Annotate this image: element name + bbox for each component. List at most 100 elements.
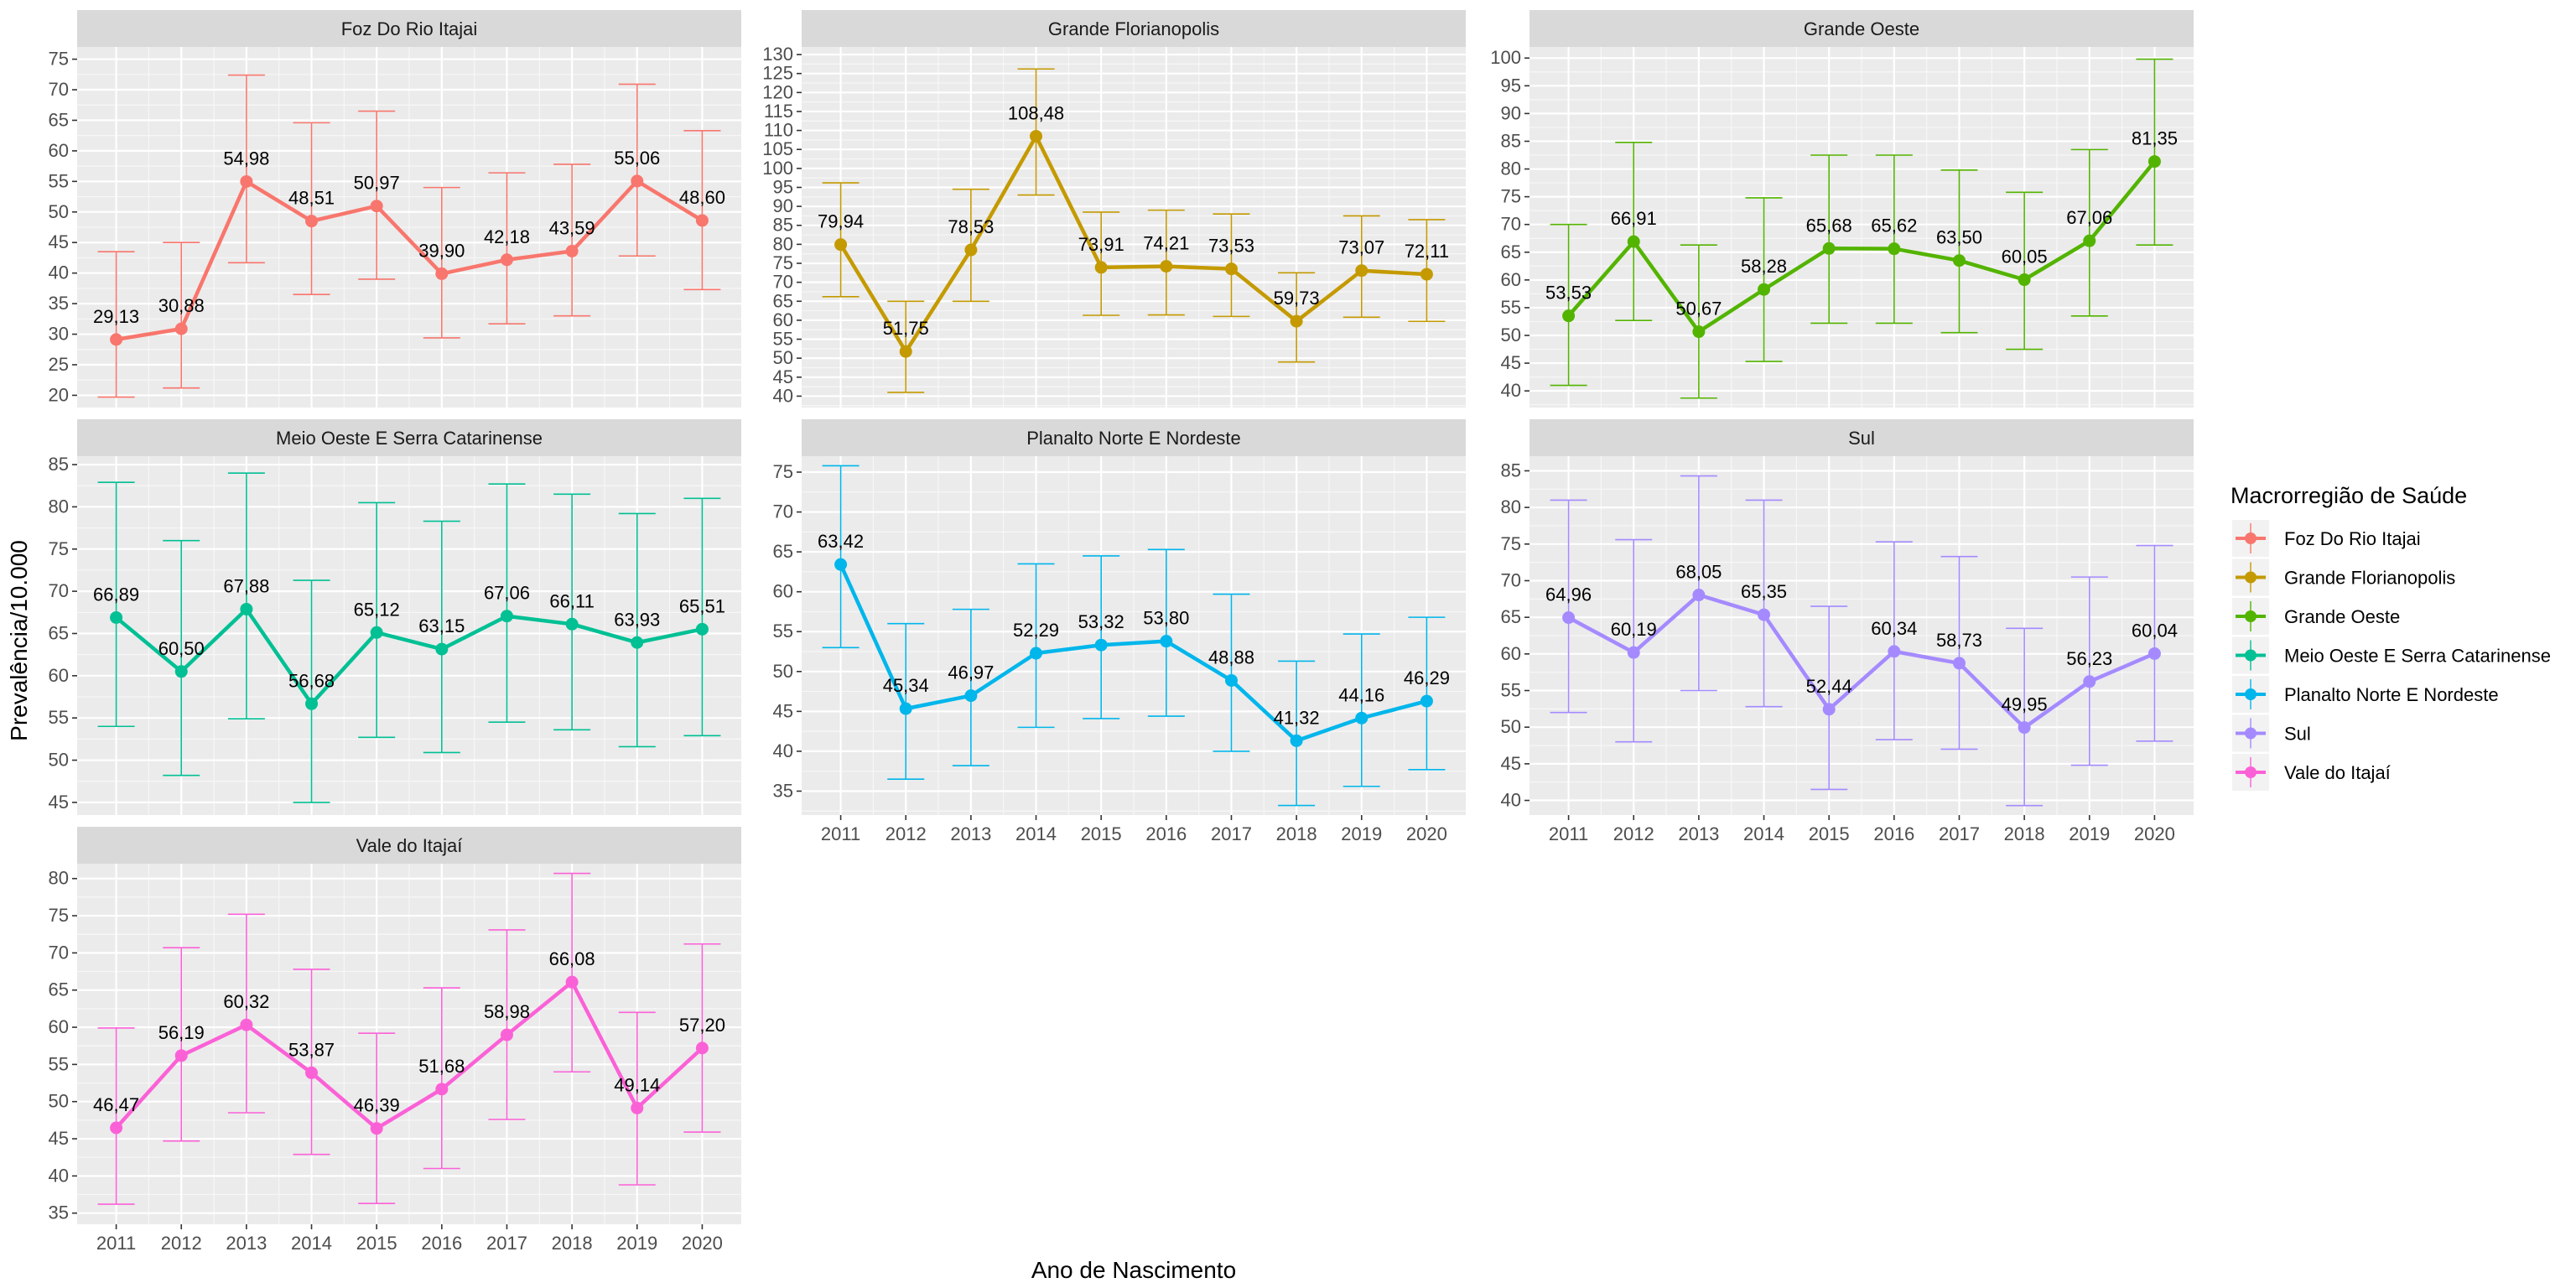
x-tick-label: 2017 [486, 1233, 527, 1254]
data-point [1290, 734, 1303, 747]
y-tick-label: 85 [1501, 130, 1521, 151]
data-point [1758, 283, 1771, 296]
facet-strip [77, 10, 741, 47]
data-label: 66,91 [1611, 208, 1657, 229]
series-line [839, 134, 1427, 354]
error-bar [1615, 538, 1653, 743]
data-label: 63,93 [614, 609, 660, 630]
series-line [114, 979, 704, 1130]
data-point [565, 617, 579, 631]
y-tick-label: 65 [1501, 606, 1521, 627]
data-label: 46,39 [354, 1095, 400, 1116]
error-bar [2136, 58, 2174, 246]
data-label: 53,87 [288, 1039, 335, 1060]
legend: Macrorregião de Saúde Foz Do Rio Itajai G… [2231, 483, 2551, 791]
series-line [116, 179, 704, 342]
error-bar [683, 497, 721, 737]
data-point [834, 238, 848, 252]
error-bar [488, 483, 526, 724]
x-tick-label: 2016 [421, 1233, 462, 1254]
data-label: 63,42 [818, 531, 864, 552]
data-label: 66,89 [93, 584, 139, 605]
y-tick-label: 50 [773, 661, 793, 682]
facet-strip-label: Foz Do Rio Itajai [341, 18, 478, 39]
y-tick-label: 65 [49, 979, 69, 1000]
data-label: 56,68 [288, 670, 335, 691]
legend-item-grande-oeste: Grande Oeste [2232, 598, 2400, 635]
y-tick-label: 110 [764, 120, 793, 141]
data-label: 45,34 [883, 675, 929, 696]
error-bar [1615, 141, 1653, 321]
y-tick-label: 100 [762, 158, 793, 179]
x-tick-label: 2015 [1081, 823, 1122, 844]
facet-strip [77, 827, 741, 864]
error-bar [1147, 548, 1185, 717]
y-tick-label: 40 [1501, 790, 1521, 811]
data-point [2148, 647, 2161, 660]
data-point [1094, 261, 1108, 274]
legend-key-point [2245, 610, 2257, 622]
data-label: 64,96 [1545, 584, 1592, 605]
data-label: 51,75 [883, 318, 929, 339]
data-point [1355, 711, 1368, 724]
y-tick-label: 70 [49, 79, 69, 100]
error-bar [227, 74, 265, 264]
y-tick-label: 50 [1501, 325, 1521, 345]
x-tick-label: 2020 [2134, 823, 2175, 844]
data-label: 67,06 [2066, 207, 2112, 228]
y-tick-label: 35 [49, 1202, 69, 1223]
data-point [1420, 694, 1433, 708]
x-tick-label: 2014 [1743, 823, 1784, 844]
facet-strip [77, 419, 741, 456]
y-tick-label: 80 [1501, 158, 1521, 179]
y-tick-label: 65 [49, 109, 69, 130]
data-point [1290, 314, 1303, 328]
facet-strip [1530, 10, 2194, 47]
y-tick-label: 95 [773, 176, 793, 197]
data-point [2083, 675, 2096, 688]
error-bar [822, 465, 860, 649]
data-label: 49,14 [614, 1074, 660, 1095]
x-tick-label: 2011 [1549, 823, 1588, 844]
data-point [174, 665, 188, 678]
data-point [305, 697, 319, 710]
error-bar [887, 622, 925, 781]
y-tick-label: 80 [773, 233, 793, 254]
y-tick-label: 70 [1501, 569, 1521, 590]
data-label: 73,07 [1338, 237, 1384, 258]
y-tick-label: 80 [1501, 496, 1521, 517]
panel-grande-florianopolis: Grande Florianopolis 40455055606570758085… [762, 10, 1466, 408]
y-tick-label: 20 [49, 384, 69, 405]
error-bar [1940, 169, 1978, 334]
y-tick-label: 100 [1490, 47, 1521, 68]
facet-strip [1530, 419, 2194, 456]
data-point [500, 610, 513, 623]
data-label: 60,34 [1871, 618, 1917, 639]
chart-panels: Foz Do Rio Itajai20253035404550556065707… [49, 10, 2194, 1254]
data-point [1888, 645, 1901, 658]
legend-label: Vale do Itajaí [2284, 762, 2391, 783]
y-tick-label: 65 [1501, 242, 1521, 262]
data-label: 52,44 [1806, 676, 1852, 697]
data-point [2083, 234, 2096, 247]
error-bar [423, 520, 460, 754]
series-line [115, 607, 703, 706]
data-label: 74,21 [1143, 233, 1189, 254]
y-tick-label: 45 [1501, 352, 1521, 373]
data-label: 60,05 [2002, 247, 2048, 267]
legend-item-meio-oeste-e-serra-catarinense: Meio Oeste E Serra Catarinense [2232, 636, 2551, 674]
error-bar [358, 1032, 396, 1204]
error-bar [1213, 593, 1250, 752]
error-bar [1745, 499, 1783, 708]
data-label: 56,23 [2066, 648, 2112, 669]
y-tick-label: 55 [1501, 297, 1521, 318]
data-label: 73,53 [1208, 236, 1254, 257]
y-tick-label: 40 [1501, 380, 1521, 401]
error-bar [2006, 627, 2044, 807]
error-bar [618, 1011, 656, 1186]
facet-strip-label: Vale do Itajaí [356, 835, 463, 856]
facet-strip-label: Grande Florianopolis [1048, 18, 1219, 39]
data-point [1562, 611, 1576, 625]
data-point [1822, 703, 1836, 716]
